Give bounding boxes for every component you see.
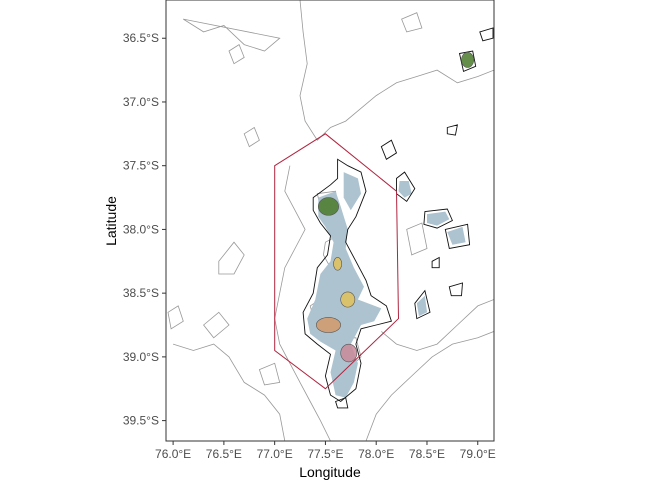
y-tick-label: 37.5°S	[123, 159, 159, 173]
peak-pink	[341, 344, 357, 362]
y-axis: 36.5°S 37.0°S 37.5°S 38.0°S 38.5°S 39.0°S 39.5…	[123, 31, 166, 427]
x-tick-label: 77.0°E	[257, 447, 293, 461]
x-tick-label: 78.0°E	[358, 447, 394, 461]
y-axis-title: Latitude	[103, 196, 119, 246]
y-tick-label: 39.0°S	[123, 350, 159, 364]
y-tick-label: 37.0°S	[123, 95, 159, 109]
peak-yellow	[341, 292, 355, 307]
x-tick-label: 76.0°E	[155, 447, 191, 461]
y-tick-label: 39.5°S	[123, 414, 159, 428]
x-tick-label: 79.0°E	[460, 447, 496, 461]
y-tick-label: 38.5°S	[123, 286, 159, 300]
peak-dark-ne	[461, 52, 473, 67]
peak-green	[318, 198, 338, 216]
x-tick-label: 78.5°E	[409, 447, 445, 461]
y-tick-label: 38.0°S	[123, 222, 159, 236]
y-tick-label: 36.5°S	[123, 31, 159, 45]
x-tick-label: 77.5°E	[307, 447, 343, 461]
x-tick-label: 76.5°E	[206, 447, 242, 461]
x-axis: 76.0°E 76.5°E 77.0°E 77.5°E 78.0°E 78.5°E 79.0…	[155, 441, 496, 461]
peak-yellow-small	[334, 257, 342, 270]
peak-orange	[316, 317, 340, 332]
x-axis-title: Longitude	[299, 464, 361, 480]
